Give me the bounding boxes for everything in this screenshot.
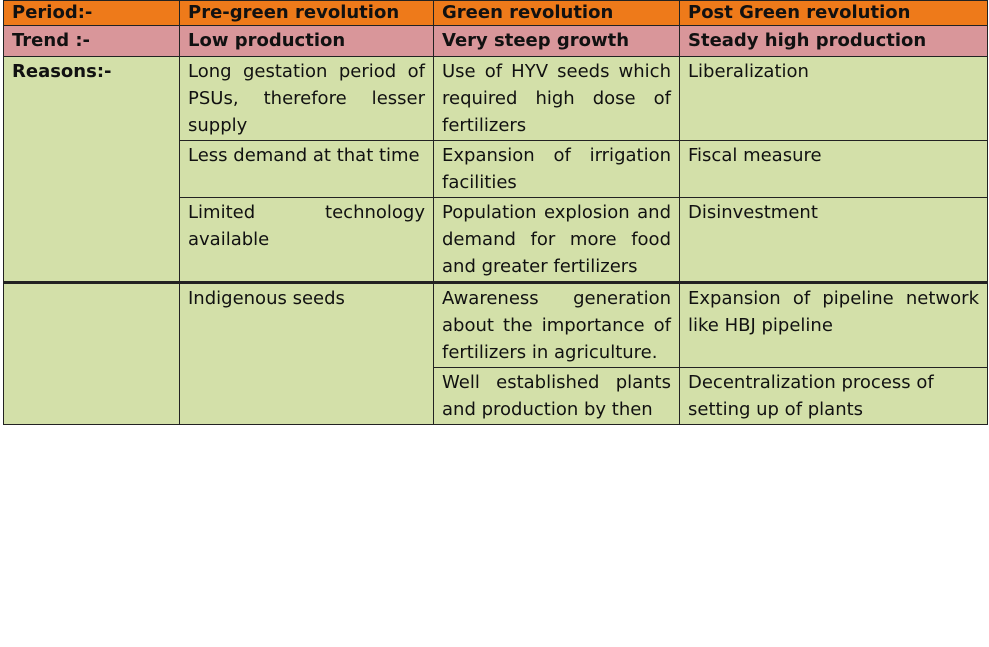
extra-1-post: Expansion of pipeline network like HBJ p… (679, 281, 988, 368)
reason-3-pre: Limited technology available (179, 197, 434, 283)
reason-2-post: Fiscal measure (679, 140, 988, 198)
reasons-row-3: Limited technology available Population … (4, 197, 988, 283)
reason-1-green: Use of HYV seeds which required high dos… (433, 56, 680, 141)
header-pre-green-revolution: Pre-green revolution (179, 0, 434, 26)
header-period: Period:- (3, 0, 180, 26)
header-post-green-revolution: Post Green revolution (679, 0, 988, 26)
extra-pre: Indigenous seeds (179, 281, 434, 425)
reason-1-post: Liberalization (679, 56, 988, 141)
reasons-label: Reasons:- (3, 56, 180, 283)
extra-row-2: Well established plants and production b… (4, 367, 988, 425)
extra-label (3, 281, 180, 425)
trend-pre: Low production (179, 25, 434, 57)
trend-green: Very steep growth (433, 25, 680, 57)
extra-row-1: Indigenous seeds Awareness generation ab… (3, 281, 988, 425)
extra-1-green: Awareness generation about the importanc… (433, 281, 680, 368)
reason-1-pre: Long gestation period of PSUs, therefore… (179, 56, 434, 141)
reasons-row-2: Less demand at that time Expansion of ir… (4, 140, 988, 198)
reason-3-post: Disinvestment (679, 197, 988, 283)
reason-3-green: Population explosion and demand for more… (433, 197, 680, 283)
header-green-revolution: Green revolution (433, 0, 680, 26)
reasons-row-1: Reasons:- Long gestation period of PSUs,… (3, 56, 988, 283)
trend-label: Trend :- (3, 25, 180, 57)
trend-row: Trend :- Low production Very steep growt… (3, 25, 988, 57)
header-row: Period:- Pre-green revolution Green revo… (3, 0, 988, 26)
extra-2-green: Well established plants and production b… (433, 367, 680, 425)
reason-2-pre: Less demand at that time (179, 140, 434, 198)
trend-post: Steady high production (679, 25, 988, 57)
reason-2-green: Expansion of irrigation facilities (433, 140, 680, 198)
revolution-comparison-table: Period:- Pre-green revolution Green revo… (3, 0, 988, 425)
extra-2-post: Decentralization process of setting up o… (679, 367, 988, 425)
